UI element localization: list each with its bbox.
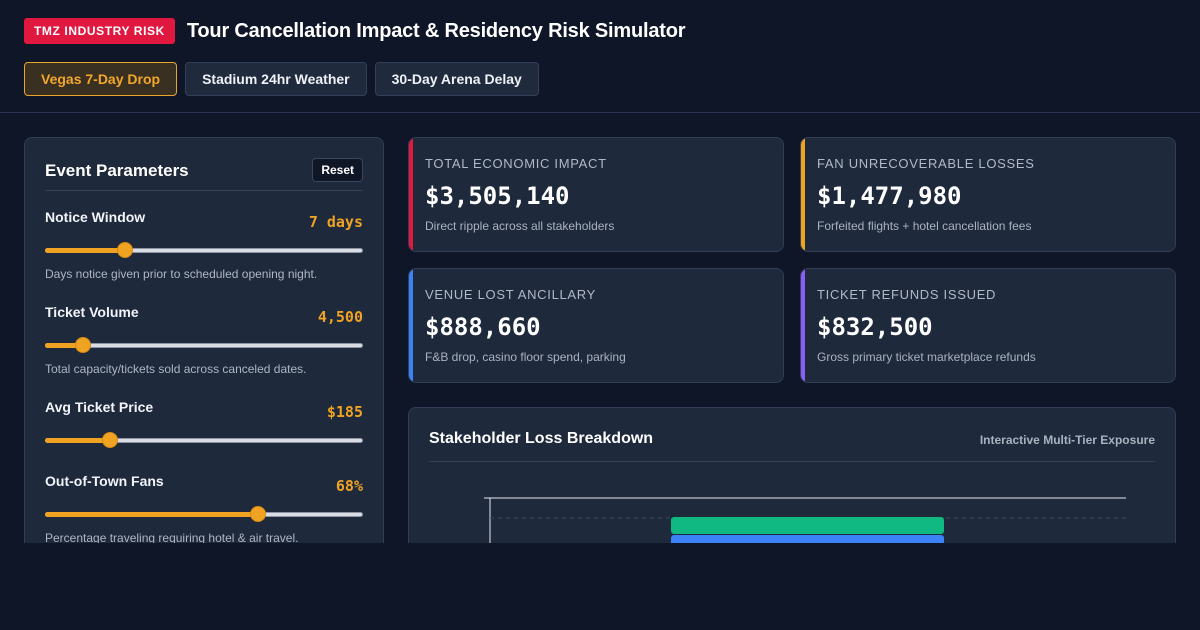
page-title: Tour Cancellation Impact & Residency Ris…: [186, 19, 686, 42]
viewport-cutoff: [0, 543, 1200, 630]
card-label: VENUE LOST ANCILLARY: [425, 287, 597, 302]
slider-fill: [45, 512, 258, 517]
out-of-town-fans-slider[interactable]: [45, 505, 363, 523]
param-value: 68%: [335, 477, 363, 495]
panel-title: Event Parameters: [45, 161, 189, 180]
slider-thumb[interactable]: [250, 506, 266, 522]
scenario-tabs: Vegas 7-Day Drop Stadium 24hr Weather 30…: [24, 62, 539, 96]
panel-header: Event Parameters Reset: [45, 158, 363, 191]
card-label: TICKET REFUNDS ISSUED: [817, 287, 997, 302]
slider-thumb[interactable]: [117, 242, 133, 258]
card-subtext: Forfeited flights + hotel cancellation f…: [817, 219, 1032, 233]
slider-thumb[interactable]: [102, 432, 118, 448]
card-accent: [409, 138, 413, 251]
param-label: Avg Ticket Price: [45, 399, 154, 415]
card-label: TOTAL ECONOMIC IMPACT: [425, 156, 607, 171]
industry-risk-badge: TMZ INDUSTRY RISK: [24, 18, 175, 44]
metric-card-venue-lost-ancillary: VENUE LOST ANCILLARY $888,660 F&B drop, …: [408, 268, 784, 383]
param-label: Ticket Volume: [45, 304, 139, 320]
param-value: 7 days: [308, 213, 363, 231]
card-subtext: Gross primary ticket marketplace refunds: [817, 350, 1036, 364]
header-divider: [0, 112, 1200, 113]
card-accent: [409, 269, 413, 382]
chart-title: Stakeholder Loss Breakdown: [429, 430, 654, 447]
slider-fill: [45, 343, 83, 348]
param-help: Percentage traveling requiring hotel & a…: [45, 531, 299, 545]
chart-tag: Interactive Multi-Tier Exposure: [979, 433, 1155, 447]
scenario-vegas-7-day-drop[interactable]: Vegas 7-Day Drop: [24, 62, 178, 96]
header: TMZ INDUSTRY RISK Tour Cancellation Impa…: [24, 18, 686, 44]
chart-header: Stakeholder Loss Breakdown Interactive M…: [429, 430, 1155, 462]
card-subtext: F&B drop, casino floor spend, parking: [425, 350, 626, 364]
param-value: 4,500: [317, 308, 363, 326]
card-value: $1,477,980: [817, 182, 962, 210]
reset-button[interactable]: Reset: [312, 158, 363, 182]
param-ticket-volume: Ticket Volume 4,500 Total capacity/ticke…: [45, 304, 363, 376]
card-accent: [801, 138, 805, 251]
param-help: Total capacity/tickets sold across cance…: [45, 362, 307, 376]
slider-fill: [45, 438, 110, 443]
scenario-stadium-24hr-weather[interactable]: Stadium 24hr Weather: [185, 62, 367, 96]
card-value: $888,660: [425, 313, 541, 341]
metric-card-fan-unrecoverable-losses: FAN UNRECOVERABLE LOSSES $1,477,980 Forf…: [800, 137, 1176, 252]
slider-thumb[interactable]: [75, 337, 91, 353]
param-label: Notice Window: [45, 209, 146, 225]
param-out-of-town-fans: Out-of-Town Fans 68% Percentage travelin…: [45, 473, 363, 545]
param-help: Days notice given prior to scheduled ope…: [45, 267, 318, 281]
avg-ticket-price-slider[interactable]: [45, 431, 363, 449]
metric-card-ticket-refunds-issued: TICKET REFUNDS ISSUED $832,500 Gross pri…: [800, 268, 1176, 383]
param-label: Out-of-Town Fans: [45, 473, 164, 489]
card-subtext: Direct ripple across all stakeholders: [425, 219, 615, 233]
card-value: $832,500: [817, 313, 933, 341]
slider-track: [45, 343, 363, 348]
card-accent: [801, 269, 805, 382]
metric-card-total-economic-impact: TOTAL ECONOMIC IMPACT $3,505,140 Direct …: [408, 137, 784, 252]
event-parameters-panel: Event Parameters Reset Notice Window 7 d…: [24, 137, 384, 567]
card-label: FAN UNRECOVERABLE LOSSES: [817, 156, 1035, 171]
param-avg-ticket-price: Avg Ticket Price $185: [45, 399, 363, 449]
param-value: $185: [326, 403, 363, 421]
card-value: $3,505,140: [425, 182, 570, 210]
ticket-volume-slider[interactable]: [45, 336, 363, 354]
slider-fill: [45, 248, 125, 253]
notice-window-slider[interactable]: [45, 241, 363, 259]
scenario-30-day-arena-delay[interactable]: 30-Day Arena Delay: [374, 62, 539, 96]
chart-bar-green[interactable]: [671, 517, 944, 534]
param-notice-window: Notice Window 7 days Days notice given p…: [45, 209, 363, 281]
